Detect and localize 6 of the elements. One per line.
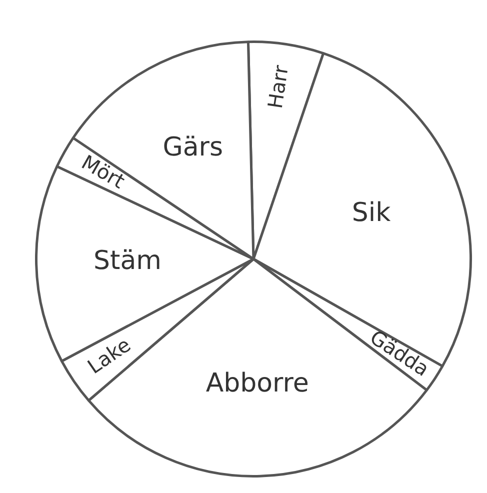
slice-label: Sik — [352, 198, 391, 228]
slice-label: Lake — [82, 332, 135, 379]
slice-label: Gärs — [162, 132, 224, 162]
slice-label: Stäm — [94, 246, 162, 276]
slice-label: Harr — [262, 62, 294, 110]
slice-label: Abborre — [206, 368, 309, 399]
